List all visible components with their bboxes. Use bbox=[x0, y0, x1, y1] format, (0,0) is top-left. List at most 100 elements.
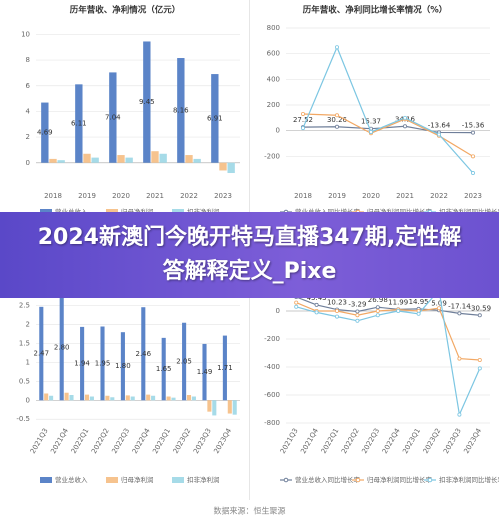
bar bbox=[49, 395, 54, 401]
bar bbox=[151, 151, 159, 163]
data-label: 6.11 bbox=[71, 120, 87, 128]
legend-label: 营业总收入 bbox=[55, 475, 88, 484]
data-label: 2.80 bbox=[54, 343, 70, 351]
legend-swatch bbox=[355, 477, 361, 483]
x-tick-label: 2022Q3 bbox=[360, 427, 381, 455]
bar bbox=[202, 343, 207, 401]
x-tick-label: 2023Q2 bbox=[422, 427, 443, 455]
legend-label: 归母净利润同比增长率 bbox=[367, 475, 433, 484]
data-label: 14.95 bbox=[409, 298, 429, 306]
banner: 2024新澳门今晚开特马直播347期,定性解答解释定义_Pixe bbox=[0, 212, 499, 298]
x-tick-label: 2023Q4 bbox=[462, 427, 483, 456]
point bbox=[477, 357, 482, 362]
point bbox=[436, 132, 441, 137]
data-label: 7.04 bbox=[105, 114, 121, 122]
point bbox=[334, 308, 339, 313]
data-label: 30.26 bbox=[327, 116, 348, 124]
y-tick-label: 1.5 bbox=[19, 340, 30, 348]
bar bbox=[69, 395, 74, 401]
bar bbox=[193, 158, 201, 163]
legend-swatch bbox=[106, 477, 118, 483]
bar bbox=[227, 400, 232, 414]
bar bbox=[44, 393, 49, 401]
point bbox=[457, 412, 462, 417]
x-tick-label: 2020 bbox=[362, 192, 380, 200]
data-label: 2.46 bbox=[136, 350, 152, 358]
line bbox=[295, 302, 480, 361]
x-tick-label: 2021Q3 bbox=[279, 427, 300, 455]
data-label: 9.45 bbox=[139, 98, 155, 106]
data-label: 4.69 bbox=[37, 129, 53, 137]
bar bbox=[49, 158, 57, 163]
data-label: 1.80 bbox=[115, 362, 131, 370]
x-tick-label: 2022Q2 bbox=[90, 427, 111, 455]
bar bbox=[117, 155, 125, 163]
x-tick-label: 2018 bbox=[294, 192, 312, 200]
legend-swatch bbox=[283, 477, 289, 483]
data-label: -17.14 bbox=[448, 302, 471, 310]
line bbox=[302, 45, 474, 174]
bar bbox=[141, 307, 146, 401]
point bbox=[375, 305, 380, 310]
y-tick-label: -200 bbox=[264, 152, 280, 160]
y-tick-label: 0 bbox=[26, 396, 30, 404]
bar bbox=[125, 157, 133, 163]
data-label: 15.37 bbox=[361, 118, 381, 126]
y-tick-label: 10 bbox=[21, 30, 30, 38]
point bbox=[294, 304, 299, 309]
x-tick-label: 2022Q1 bbox=[70, 427, 91, 455]
point bbox=[470, 171, 475, 176]
bar bbox=[120, 332, 125, 401]
point bbox=[477, 313, 482, 318]
bar bbox=[100, 326, 105, 401]
data-label: 27.52 bbox=[293, 116, 313, 124]
bar bbox=[185, 155, 193, 163]
bar bbox=[59, 294, 64, 401]
bar bbox=[105, 395, 110, 401]
y-tick-label: 200 bbox=[267, 101, 280, 109]
point bbox=[355, 313, 360, 318]
point bbox=[300, 111, 305, 116]
bar bbox=[91, 157, 99, 163]
point bbox=[402, 124, 407, 129]
chart-title: 历年营收、净利情况（亿元） bbox=[70, 5, 181, 16]
bar bbox=[166, 396, 171, 401]
data-label: 8.16 bbox=[173, 106, 189, 114]
y-tick-label: -600 bbox=[264, 391, 280, 399]
bar bbox=[64, 392, 69, 401]
y-tick-label: 400 bbox=[267, 75, 280, 83]
bar bbox=[212, 400, 217, 416]
legend-label: 营业总收入同比增长率 bbox=[295, 207, 361, 216]
chart-title: 历年营收、净利同比增长率情况（%） bbox=[303, 5, 448, 16]
point bbox=[334, 314, 339, 319]
bar bbox=[211, 74, 219, 163]
bar bbox=[130, 396, 135, 401]
x-tick-label: 2019 bbox=[78, 192, 96, 200]
x-tick-label: 2022 bbox=[180, 192, 198, 200]
data-label: 1.94 bbox=[74, 360, 90, 368]
x-tick-label: 2020 bbox=[112, 192, 130, 200]
x-tick-label: 2023Q4 bbox=[212, 427, 233, 456]
data-label: -13.64 bbox=[428, 121, 451, 129]
point bbox=[355, 309, 360, 314]
bar bbox=[39, 306, 44, 401]
data-label: 2.47 bbox=[34, 350, 50, 358]
legend-swatch bbox=[40, 477, 52, 483]
bar bbox=[109, 72, 117, 163]
bar bbox=[207, 400, 212, 412]
bar bbox=[84, 394, 90, 401]
point bbox=[300, 126, 305, 131]
point bbox=[477, 366, 482, 371]
x-tick-label: 2022Q3 bbox=[110, 427, 131, 455]
bar bbox=[171, 397, 176, 401]
legend-label: 营业总收入 bbox=[55, 207, 88, 216]
x-tick-label: 2018 bbox=[44, 192, 62, 200]
y-tick-label: 2 bbox=[26, 133, 30, 141]
y-tick-label: 8 bbox=[26, 56, 30, 64]
x-tick-label: 2022Q4 bbox=[381, 427, 402, 456]
point bbox=[314, 310, 319, 315]
y-tick-label: -800 bbox=[264, 419, 280, 427]
point bbox=[457, 356, 462, 361]
bar bbox=[222, 335, 227, 401]
